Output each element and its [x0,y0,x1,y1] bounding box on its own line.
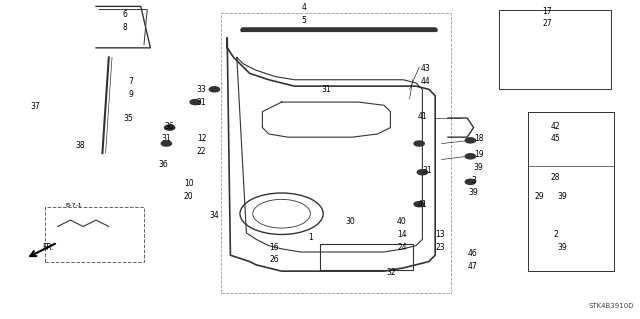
Text: 35: 35 [123,114,133,122]
Text: 10: 10 [184,179,194,188]
Text: 23: 23 [435,243,445,252]
Text: 46: 46 [467,249,477,258]
Text: 28: 28 [551,173,560,182]
Bar [499,10,611,89]
Bar [221,13,451,293]
Text: B-7-1: B-7-1 [65,203,82,208]
Text: 44: 44 [420,77,431,86]
Circle shape [190,100,200,105]
Text: 33: 33 [196,85,207,94]
Text: 45: 45 [550,134,561,143]
Text: 14: 14 [397,230,407,239]
Text: 16: 16 [269,243,279,252]
Text: 8: 8 [122,23,127,32]
Text: 2: 2 [553,230,558,239]
Text: 39: 39 [468,189,479,197]
Text: 31: 31 [422,166,433,175]
Text: 17: 17 [542,7,552,16]
Text: 41: 41 [417,200,428,209]
Text: 40: 40 [397,217,407,226]
Text: 19: 19 [474,150,484,159]
Circle shape [414,141,424,146]
Text: 31: 31 [161,134,172,143]
Text: 18: 18 [474,134,483,143]
Text: 38: 38 [75,141,85,150]
Text: 26: 26 [269,256,279,264]
Text: 24: 24 [397,243,407,252]
Text: 39: 39 [474,163,484,172]
Text: 39: 39 [557,243,567,252]
Text: 32: 32 [387,268,397,277]
Bar [45,207,144,262]
Text: 9: 9 [129,90,134,99]
Text: 6: 6 [122,10,127,19]
Circle shape [465,179,476,184]
Text: 20: 20 [184,192,194,201]
Text: 30: 30 [346,217,356,226]
Text: 31: 31 [321,85,332,94]
Circle shape [209,87,220,92]
Text: 31: 31 [196,98,207,107]
Text: 4: 4 [301,4,307,12]
Text: 36: 36 [164,122,175,130]
Circle shape [414,202,424,207]
Text: STK4B3910D: STK4B3910D [588,303,634,309]
Text: 13: 13 [435,230,445,239]
Text: 34: 34 [209,211,220,220]
Text: 39: 39 [557,192,567,201]
Circle shape [161,141,172,146]
Circle shape [164,125,175,130]
Text: 29: 29 [534,192,545,201]
Text: 36: 36 [158,160,168,169]
Text: 5: 5 [301,16,307,25]
Text: 27: 27 [542,19,552,28]
Text: 42: 42 [550,122,561,130]
Text: 3: 3 [471,176,476,185]
Text: FR.: FR. [42,243,54,252]
Text: 43: 43 [420,64,431,73]
Text: 7: 7 [129,77,134,86]
Text: 12: 12 [197,134,206,143]
Text: 47: 47 [467,262,477,271]
Text: 41: 41 [417,112,428,121]
Circle shape [465,138,476,143]
Text: 1: 1 [308,233,313,242]
Text: 22: 22 [197,147,206,156]
Circle shape [417,170,428,175]
Bar [320,244,413,270]
Text: 37: 37 [30,102,40,111]
Circle shape [465,154,476,159]
